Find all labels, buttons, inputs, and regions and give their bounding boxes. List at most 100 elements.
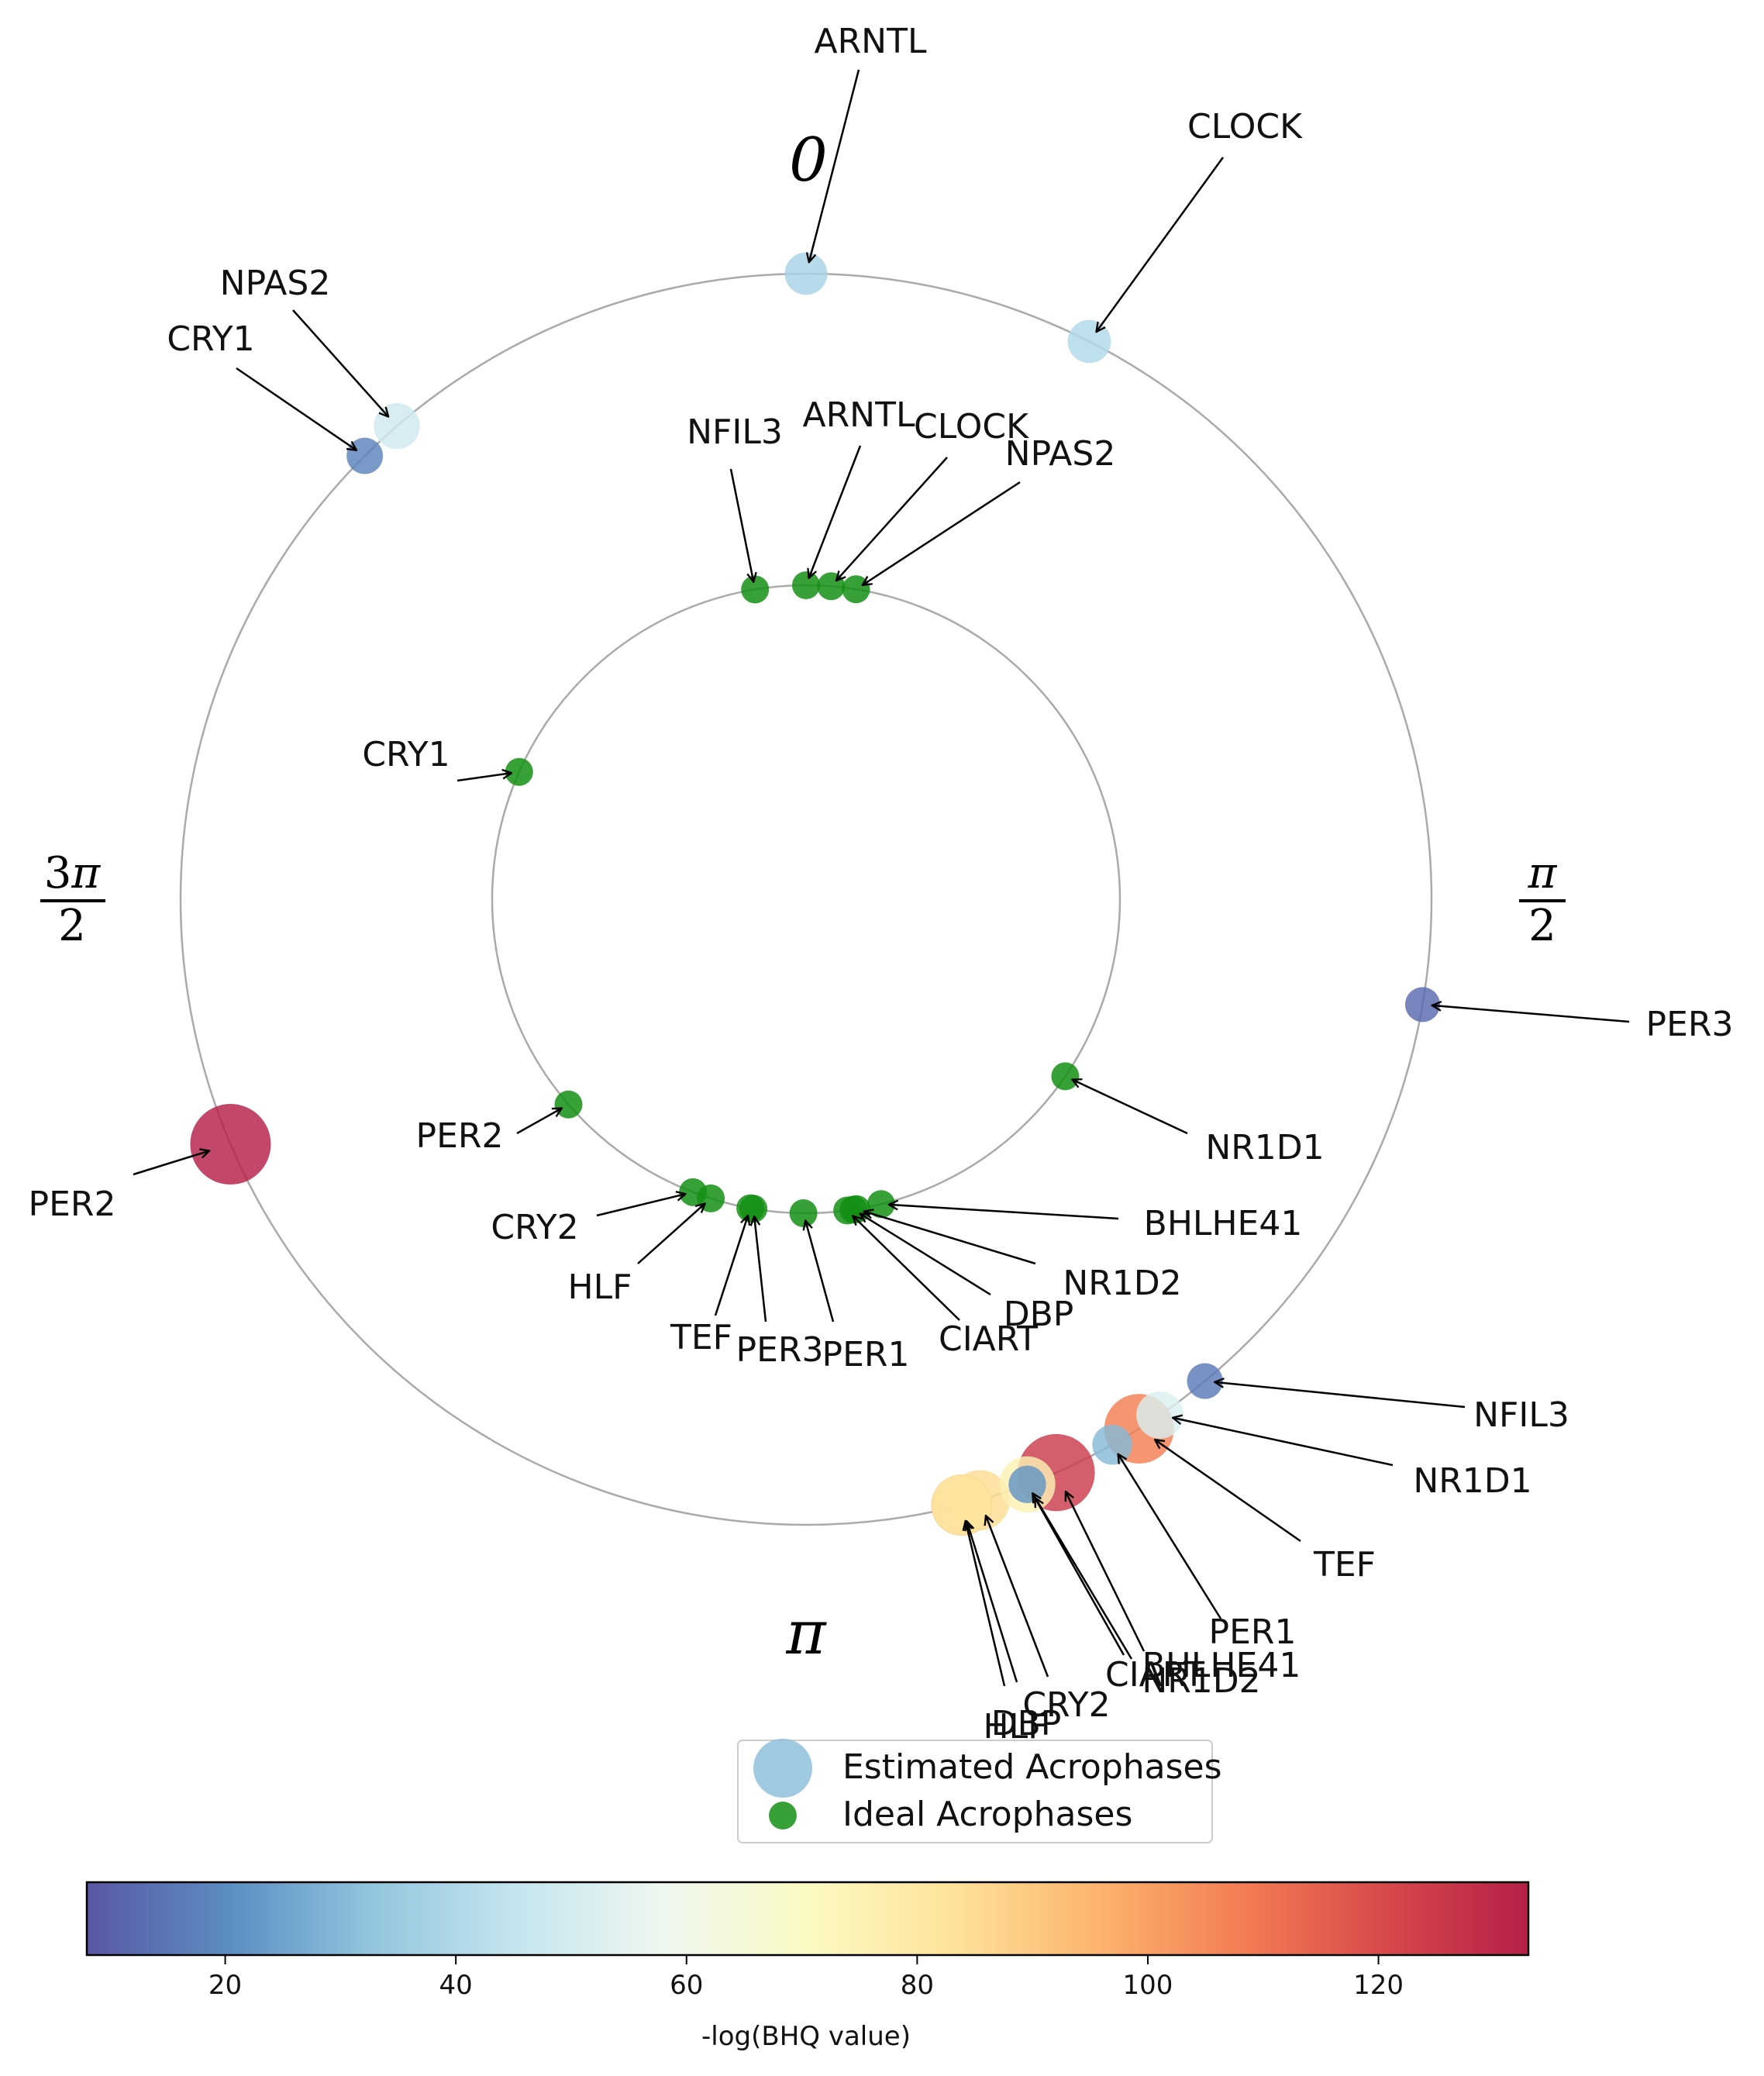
estimated-label-cry1: CRY1	[167, 319, 254, 359]
estimated-label-cry2: CRY2	[1022, 1685, 1110, 1725]
ideal-label-nr1d2: NR1D2	[1063, 1264, 1181, 1303]
colorbar-tick-label: 120	[1353, 1970, 1404, 2001]
legend-frame	[737, 1740, 1213, 1843]
ideal-label-npas2: NPAS2	[1005, 434, 1116, 474]
estimated-point-arntl	[784, 252, 828, 295]
ideal-arrow-per3	[754, 1216, 767, 1323]
estimated-arrow-nr1d1	[1173, 1418, 1394, 1467]
ideal-label-per1: PER1	[822, 1335, 910, 1374]
estimated-label-arntl: ARNTL	[815, 22, 927, 61]
ideal-label-tef: TEF	[670, 1318, 732, 1357]
estimated-label-nr1d2: NR1D2	[1142, 1661, 1260, 1701]
ideal-label-ciart: CIART	[939, 1319, 1038, 1359]
direction-label-bottom: π	[785, 1598, 827, 1668]
ideal-arrow-tef	[714, 1216, 748, 1316]
ideal-point-per2	[554, 1090, 583, 1119]
ideal-arrow-arntl	[809, 445, 862, 578]
estimated-label-clock: CLOCK	[1187, 107, 1303, 147]
ideal-label-clock: CLOCK	[914, 407, 1029, 447]
ideal-label-arntl: ARNTL	[803, 395, 915, 435]
direction-label-left: 3π 2	[40, 848, 105, 951]
colorbar-gradient	[85, 1881, 1530, 1957]
ideal-label-dbp: DBP	[1004, 1295, 1074, 1334]
ideal-point-npas2	[842, 575, 870, 604]
legend-marker-ideal	[769, 1802, 797, 1829]
ideal-arrow-per2	[516, 1109, 562, 1135]
colorbar: 20 40 60 80 100 120 -log(BHQ value)	[85, 1881, 1530, 2052]
estimated-point-clock	[1067, 319, 1111, 364]
svg-text:2: 2	[1528, 901, 1556, 951]
ideal-arrow-nr1d2	[864, 1212, 1036, 1265]
direction-label-top: 0	[789, 126, 828, 195]
estimated-point-nr1d2	[1008, 1465, 1046, 1503]
svg-text:3π: 3π	[44, 848, 102, 898]
estimated-arrow-hlf	[966, 1521, 1006, 1687]
ideal-arrow-nr1d1	[1072, 1080, 1188, 1135]
ideal-point-nr1d1	[1051, 1062, 1080, 1091]
estimated-label-per3: PER3	[1646, 1005, 1734, 1044]
estimated-label-nr1d1: NR1D1	[1413, 1461, 1531, 1501]
estimated-arrow-npas2	[292, 309, 388, 417]
estimated-point-per2	[190, 1104, 271, 1185]
colorbar-tick-label: 40	[439, 1970, 473, 2001]
ideal-point-arntl	[792, 571, 820, 599]
estimated-arrow-tef	[1155, 1440, 1301, 1543]
estimated-label-bhlhe41: BHLHE41	[1142, 1646, 1301, 1685]
ideal-point-per1	[789, 1198, 818, 1227]
ideal-arrow-npas2	[863, 481, 1021, 585]
estimated-arrow-arntl	[809, 69, 860, 262]
estimated-label-per2: PER2	[29, 1185, 116, 1224]
ideal-point-bhlhe41	[866, 1190, 895, 1219]
estimated-point-nfil3	[1187, 1363, 1223, 1399]
estimated-arrow-bhlhe41	[1066, 1491, 1146, 1652]
ideal-arrow-hlf	[637, 1203, 705, 1264]
ideal-label-nfil3: NFIL3	[687, 412, 783, 452]
estimated-label-npas2: NPAS2	[220, 264, 331, 303]
ideal-label-cry2: CRY2	[491, 1208, 578, 1247]
svg-text:π: π	[1528, 848, 1558, 898]
ideal-arrow-clock	[836, 457, 948, 581]
ideal-point-per3	[739, 1195, 768, 1223]
ideal-arrow-ciart	[853, 1216, 960, 1321]
estimated-arrow-clock	[1096, 157, 1225, 332]
estimated-point-per3	[1404, 987, 1440, 1022]
ideal-label-cry1: CRY1	[362, 735, 450, 774]
ideal-arrow-cry2	[596, 1194, 686, 1217]
inner-ring	[491, 584, 1121, 1215]
colorbar-tick-label: 80	[901, 1970, 934, 2001]
legend: Estimated Acrophases Ideal Acrophases	[737, 1739, 1222, 1843]
colorbar-tick-label: 100	[1123, 1970, 1173, 2001]
colorbar-ticks: 20 40 60 80 100 120	[208, 1955, 1404, 2001]
ideal-arrow-dbp	[860, 1214, 991, 1296]
estimated-label-ciart: CIART	[1105, 1655, 1204, 1695]
estimated-arrow-cry1	[236, 367, 357, 450]
legend-label-estimated: Estimated Acrophases	[842, 1747, 1222, 1787]
estimated-arrow-nr1d2	[1032, 1493, 1133, 1660]
estimated-arrow-per2	[133, 1151, 209, 1176]
estimated-point-cry1	[346, 437, 384, 474]
estimated-point-hlf	[932, 1475, 991, 1535]
direction-label-right: π 2	[1519, 848, 1566, 951]
ideal-arrow-nfil3	[729, 468, 753, 582]
estimated-label-tef: TEF	[1313, 1545, 1376, 1585]
estimated-point-nr1d1	[1136, 1391, 1184, 1439]
legend-label-ideal: Ideal Acrophases	[842, 1795, 1132, 1834]
svg-text:2: 2	[58, 901, 86, 951]
ideal-label-nr1d1: NR1D1	[1205, 1128, 1324, 1167]
ideal-arrow-cry1	[457, 773, 512, 782]
ideal-arrow-bhlhe41	[889, 1205, 1119, 1220]
estimated-arrow-dbp	[966, 1521, 1018, 1683]
legend-marker-estimated	[753, 1739, 812, 1798]
estimated-arrow-ciart	[1035, 1498, 1125, 1656]
ideal-label-hlf: HLF	[568, 1267, 632, 1307]
estimated-label-dbp: DBP	[991, 1704, 1062, 1743]
ideal-point-nfil3	[741, 575, 770, 604]
estimated-arrow-per1	[1118, 1454, 1222, 1619]
estimated-acrophase-points	[190, 252, 1440, 1536]
ideal-label-per2: PER2	[416, 1116, 504, 1156]
estimated-label-nfil3: NFIL3	[1473, 1395, 1569, 1435]
estimated-arrow-nfil3	[1214, 1382, 1466, 1409]
gene-annotations: ARNTLCLOCKNPAS2CRY1PER3PER2NFIL3NR1D1TEF…	[29, 22, 1734, 1747]
estimated-arrow-per3	[1432, 1005, 1630, 1023]
